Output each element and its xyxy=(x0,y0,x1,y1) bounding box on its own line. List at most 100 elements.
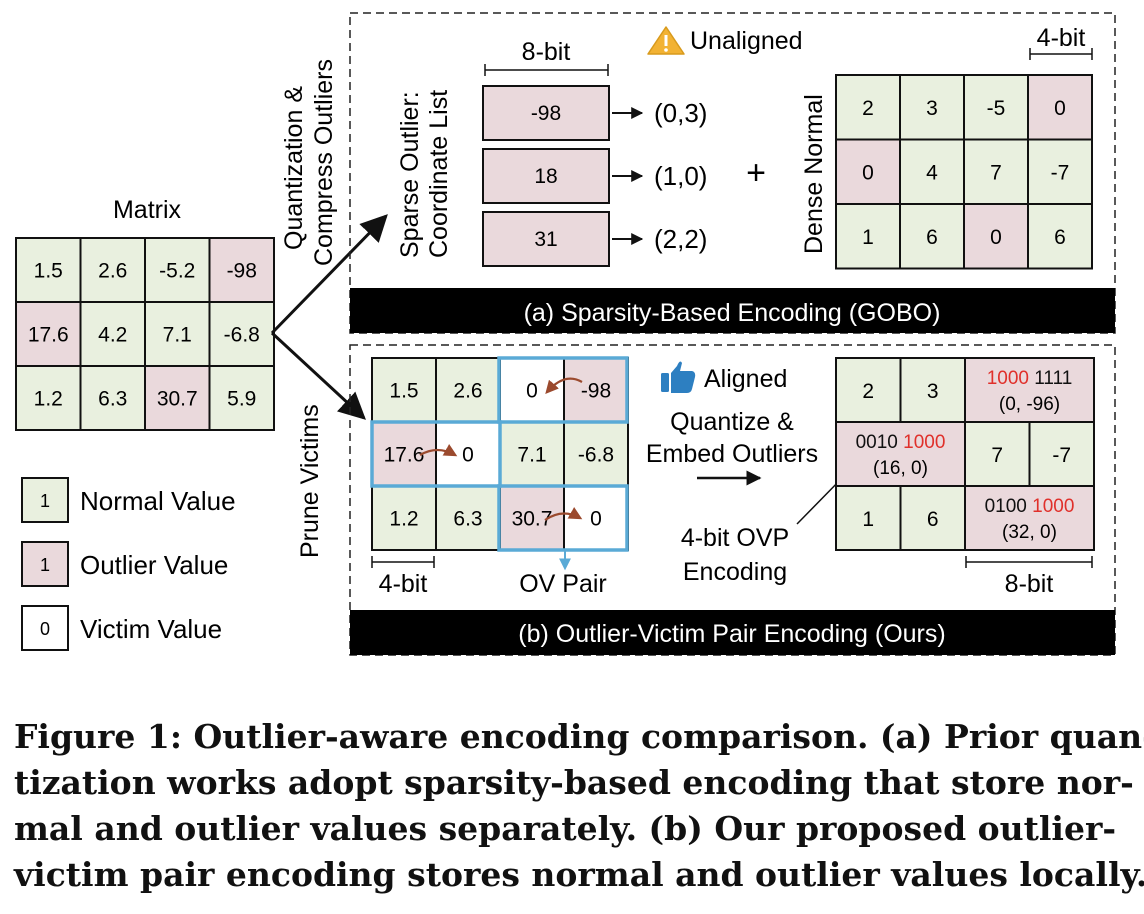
pruned-cell-value: -98 xyxy=(581,380,611,403)
arrow-to-ovp xyxy=(270,331,366,420)
dense-cell xyxy=(963,203,1029,270)
matrix-cell xyxy=(144,301,211,367)
quantize-label: Quantize & xyxy=(670,408,794,436)
matrix-cell-value: 30.7 xyxy=(157,388,198,411)
legend-label: Outlier Value xyxy=(80,550,228,580)
pruned-cell-value: 1.5 xyxy=(389,380,418,403)
dense-cell xyxy=(1027,138,1093,205)
sparse-outlier-label: Sparse Outlier: xyxy=(396,91,424,258)
bit8-label-b: 8-bit xyxy=(1005,570,1054,598)
matrix-cell-value: 6.3 xyxy=(98,388,127,411)
dense-cell-value: -5 xyxy=(987,97,1006,120)
outlier-coord: (0,3) xyxy=(654,98,707,128)
dense-cell xyxy=(1027,203,1093,270)
matrix-cell-value: 7.1 xyxy=(163,324,192,347)
matrix-cell xyxy=(144,365,211,431)
thumbs-up-icon xyxy=(661,361,696,393)
coordinate-list: -98 (0,3) 18 (1,0) 31 (2,2) xyxy=(482,85,707,267)
arrow-to-gobo xyxy=(270,214,388,335)
dense-cell-value: 6 xyxy=(926,226,938,249)
encoded-pair-cell xyxy=(835,421,966,487)
legend-swatch-value: 1 xyxy=(40,491,50,511)
pair-bits: 0010 1000 xyxy=(856,432,946,453)
encoded-cell-value: 2 xyxy=(862,380,874,403)
matrix-cell-value: 1.5 xyxy=(34,260,63,283)
matrix-cell xyxy=(15,237,82,303)
dense-cell-value: 0 xyxy=(990,226,1002,249)
outlier-value-box xyxy=(482,211,610,267)
legend-swatch xyxy=(21,541,69,587)
dense-cell-value: 2 xyxy=(862,97,874,120)
matrix-cell xyxy=(144,237,211,303)
legend: 1 Normal Value 1 Outlier Value 0 Victim Value xyxy=(21,477,236,651)
panel-b-banner-text: (b) Outlier-Victim Pair Encoding (Ours) xyxy=(518,620,945,648)
encoded-cell-value: 6 xyxy=(927,508,939,531)
matrix-grid: 1.5 2.6 -5.2 -98 17.6 4.2 7.1 -6.8 1.2 6.3 30.7 5.9 xyxy=(15,237,275,431)
ov-pair-label: OV Pair xyxy=(519,570,607,598)
dense-normal-label: Dense Normal xyxy=(800,94,828,254)
ov-pair-highlight xyxy=(370,420,502,488)
outlier-coord: (2,2) xyxy=(654,224,707,254)
matrix-cell-value: 4.2 xyxy=(98,324,127,347)
pair-bits-high: 0010 xyxy=(856,432,898,453)
label-compress-outliers: Compress Outliers xyxy=(310,59,338,266)
encoded-cell xyxy=(964,421,1031,487)
encoded-grid: 2 3 1000 1111 (0, -96) 0010 1000 (16, 0) 7 -7 1 6… xyxy=(835,357,1095,551)
matrix-cell xyxy=(15,365,82,431)
encoded-cell-value: 1 xyxy=(862,508,874,531)
matrix-cell xyxy=(208,301,275,367)
legend-swatch xyxy=(21,477,69,523)
pair-bits: 1000 1111 xyxy=(987,368,1073,389)
dense-cell-value: 0 xyxy=(862,161,874,184)
panel-a-banner-text: (a) Sparsity-Based Encoding (GOBO) xyxy=(524,299,941,327)
pruned-cell-value: 7.1 xyxy=(517,444,546,467)
label-quantization: Quantization & xyxy=(280,86,308,250)
label-prune-victims: Prune Victims xyxy=(296,404,324,558)
outlier-value: -98 xyxy=(531,102,561,125)
ov-pair-highlight xyxy=(497,484,629,552)
bit8-label-a: 8-bit xyxy=(522,38,571,66)
matrix-cell xyxy=(208,365,275,431)
pair-decoded: (32, 0) xyxy=(1002,522,1057,543)
ov-pair-highlight xyxy=(497,356,629,424)
pruned-cell-value: 1.2 xyxy=(389,508,418,531)
outlier-value: 31 xyxy=(534,228,557,251)
matrix-cell-value: -5.2 xyxy=(159,260,195,283)
pruned-cell-value: 0 xyxy=(590,508,602,531)
victim-arrow xyxy=(545,377,583,394)
pruned-cell-value: -6.8 xyxy=(578,444,614,467)
pair-bits-high: 1000 xyxy=(987,368,1029,389)
legend-swatch-value: 1 xyxy=(40,555,50,575)
figure-caption: Figure 1: Outlier-aware encoding compari… xyxy=(14,714,1144,898)
aligned-label: Aligned xyxy=(704,365,787,393)
embed-outliers-label: Embed Outliers xyxy=(646,440,818,468)
dense-cell xyxy=(899,203,965,270)
dense-cell-value: 7 xyxy=(990,161,1002,184)
warning-icon xyxy=(647,26,685,55)
pruned-cell-value: 6.3 xyxy=(453,508,482,531)
encoded-pair-cell xyxy=(964,485,1095,551)
dense-normal-grid: 2 3 -5 0 0 4 7 -7 1 6 0 6 xyxy=(835,74,1093,270)
dense-cell-value: 3 xyxy=(926,97,938,120)
outlier-value-box xyxy=(482,85,610,141)
pair-bits-low: 1000 xyxy=(1032,496,1074,517)
panel-b-banner xyxy=(350,610,1115,655)
ovp-encoding-label-1: 4-bit OVP xyxy=(681,524,789,552)
matrix-cell xyxy=(208,237,275,303)
matrix-cell-value: 5.9 xyxy=(227,388,256,411)
legend-swatch xyxy=(21,605,69,651)
caption-line: victim pair encoding stores normal and o… xyxy=(14,855,1144,894)
dense-cell-value: 4 xyxy=(926,161,938,184)
caption-line: Figure 1: Outlier-aware encoding compari… xyxy=(14,717,1144,756)
pair-bits-high: 0100 xyxy=(985,496,1027,517)
legend-swatch-value: 0 xyxy=(40,619,50,639)
panel-a-banner xyxy=(350,288,1115,333)
outlier-value-box xyxy=(482,148,610,204)
matrix-title: Matrix xyxy=(113,196,182,224)
pair-decoded: (0, -96) xyxy=(999,394,1060,415)
encoded-cell xyxy=(899,357,966,423)
victim-arrow xyxy=(419,444,458,457)
legend-label: Normal Value xyxy=(80,486,236,516)
pruned-cell-value: 17.6 xyxy=(384,444,425,467)
matrix-cell-value: 17.6 xyxy=(28,324,69,347)
